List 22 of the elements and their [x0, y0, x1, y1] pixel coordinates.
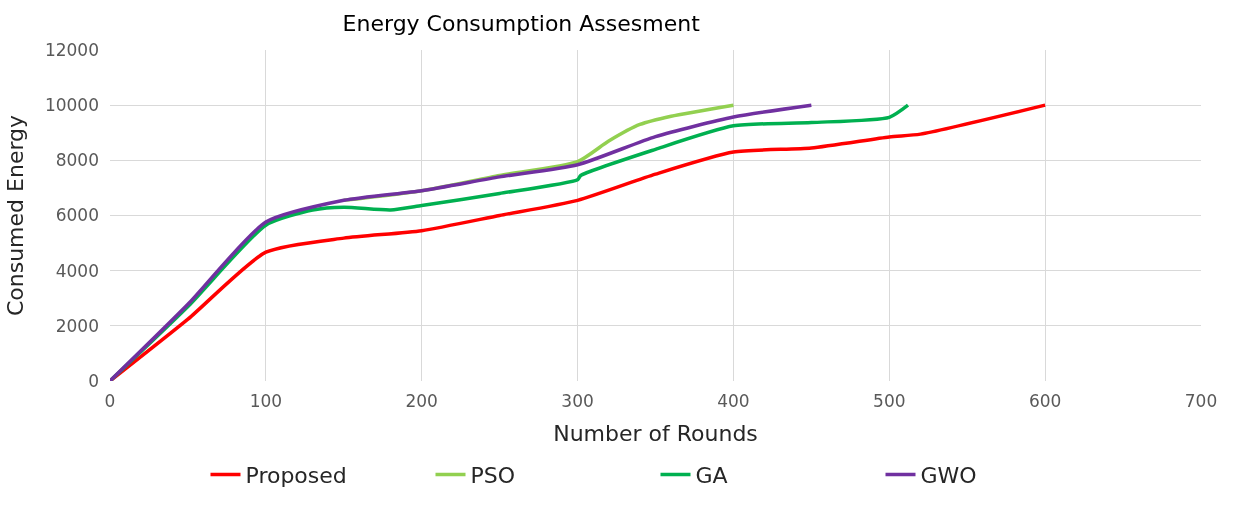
- y-tick-label: 12000: [44, 39, 99, 60]
- y-tick-label: 10000: [44, 95, 99, 116]
- y-tick-label: 0: [88, 370, 99, 391]
- chart-title: Energy Consumption Assesment: [342, 10, 701, 36]
- x-tick-label: 500: [873, 391, 906, 411]
- x-tick-label: 100: [249, 391, 283, 411]
- x-tick-label: 0: [104, 391, 116, 411]
- legend-label: Proposed: [245, 463, 347, 489]
- x-tick-label: 200: [405, 391, 438, 411]
- x-tick-label: 700: [1184, 391, 1218, 411]
- y-tick-label: 6000: [55, 205, 99, 226]
- legend-label: PSO: [470, 463, 516, 489]
- legend-label: GA: [695, 463, 728, 489]
- x-tick-label: 300: [561, 391, 594, 411]
- y-tick-label: 2000: [55, 315, 99, 336]
- x-tick-label: 400: [717, 391, 750, 411]
- legend-label: GWO: [920, 463, 977, 489]
- y-tick-label: 8000: [55, 150, 99, 171]
- x-tick-label: 600: [1028, 391, 1062, 411]
- x-axis-title: Number of Rounds: [553, 420, 758, 446]
- y-axis-title: Consumed Energy: [2, 114, 28, 317]
- y-tick-label: 4000: [55, 260, 99, 281]
